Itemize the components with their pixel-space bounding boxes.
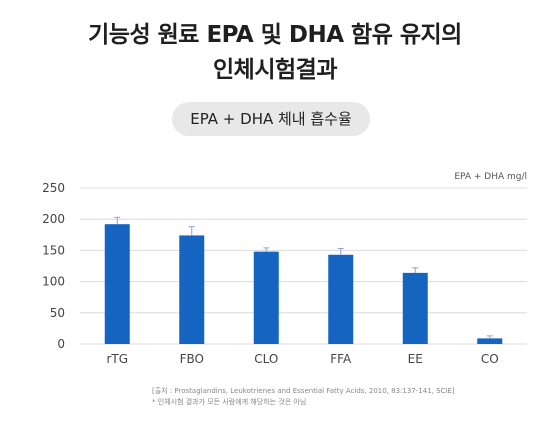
chart-title: 기능성 원료 EPA 및 DHA 함유 유지의 인체시험결과 [0,18,550,88]
bar-chart: EPA + DHA mg/l 0 50 100 150 200 250 rTG FBO CLO… [0,160,550,380]
unit-label: EPA + DHA mg/l [454,172,527,182]
y-tick-label: 150 [42,243,65,257]
x-tick-label: rTG [106,352,128,366]
y-tick-label: 0 [57,337,65,351]
x-tick-label: FBO [180,352,204,366]
bar-chart-svg: EPA + DHA mg/l 0 50 100 150 200 250 rTG FBO CLO… [42,172,527,366]
bar-ee [402,272,428,344]
source-note: [출처 : Prostaglandins, Leukotrienes and E… [152,386,455,408]
bars [104,216,503,344]
source-disclaimer: * 인체시험 결과가 모든 사람에게 해당하는 것은 아님 [152,398,307,406]
bar-co [477,338,503,344]
y-tick-label: 100 [42,275,65,289]
y-tick-label: 250 [42,181,65,195]
title-line-1: 기능성 원료 EPA 및 DHA 함유 유지의 [88,22,462,48]
x-tick-label: EE [408,352,423,366]
source-citation: [출처 : Prostaglandins, Leukotrienes and E… [152,387,455,395]
y-tick-label: 50 [50,306,65,320]
x-tick-label: CLO [254,352,278,366]
bar-rtg [104,224,130,344]
y-axis-ticks: 0 50 100 150 200 250 [42,181,65,351]
y-tick-label: 200 [42,212,65,226]
gridlines [80,187,527,345]
x-axis-ticks: rTG FBO CLO FFA EE CO [106,352,498,366]
bar-clo [253,251,279,344]
chart-subtitle-badge: EPA + DHA 체내 흡수율 [172,102,370,136]
x-tick-label: FFA [330,352,352,366]
bar-fbo [179,235,205,344]
title-line-2: 인체시험결과 [213,57,337,83]
x-tick-label: CO [481,352,499,366]
bar-ffa [328,254,354,344]
